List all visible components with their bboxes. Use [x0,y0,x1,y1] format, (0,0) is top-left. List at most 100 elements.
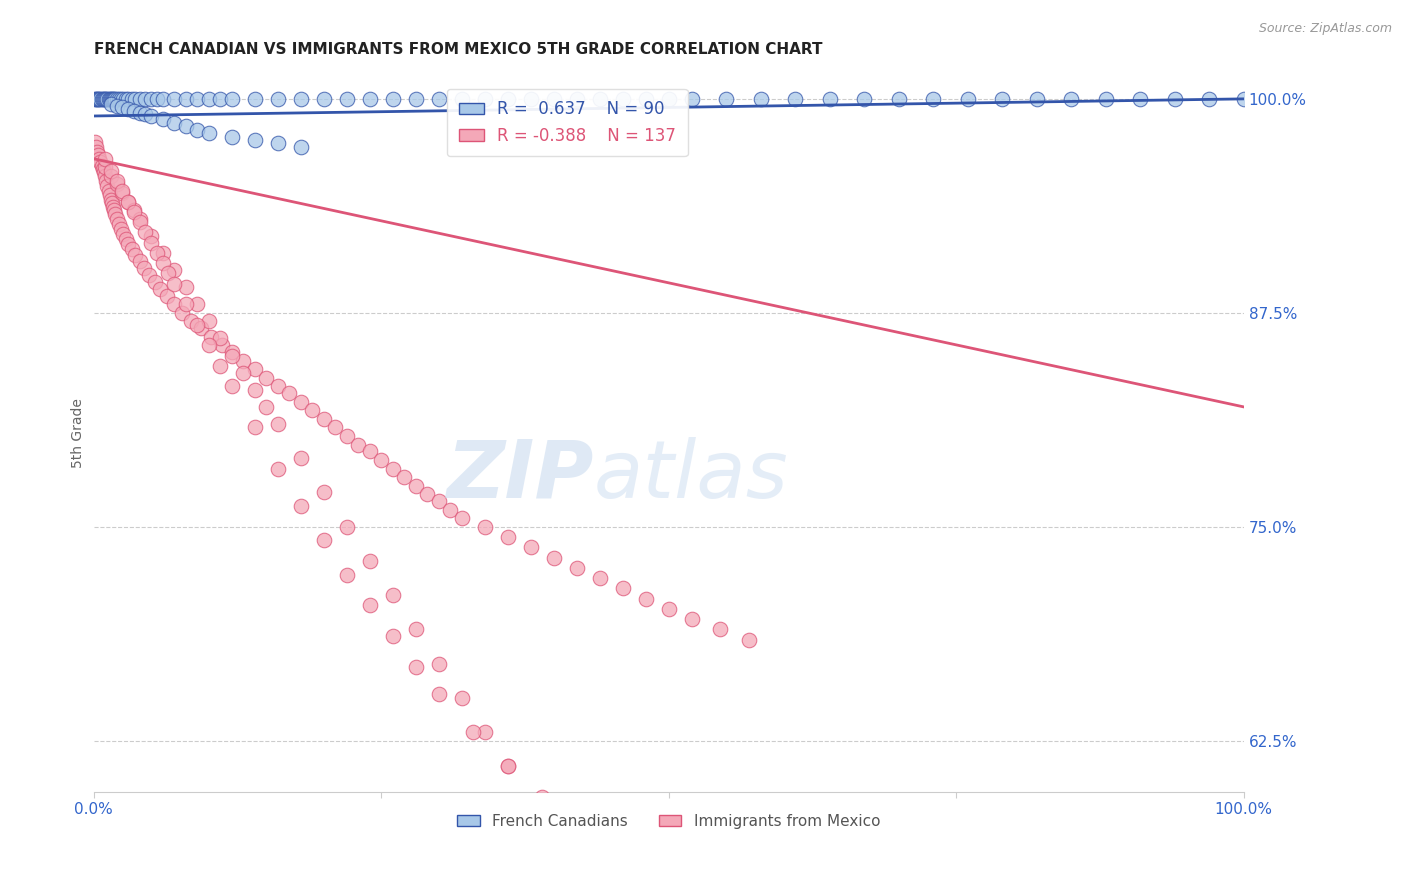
Point [290,499,312,513]
Point [89,92,111,106]
Point [128,211,150,226]
Point [243,362,266,376]
Point [149,282,172,296]
Point [110,92,132,106]
Point [658,92,681,106]
Point [93,92,115,106]
Point [450,511,472,525]
Point [496,92,519,106]
Point [197,314,219,328]
Point [232,353,254,368]
Point [197,92,219,106]
Point [103,203,125,218]
Point [117,92,139,106]
Point [658,602,681,616]
Point [128,215,150,229]
Point [111,100,134,114]
Point [381,92,404,106]
Point [128,105,150,120]
Point [565,817,588,831]
Point [146,246,169,260]
Point [565,561,588,575]
Point [146,92,169,106]
Point [186,318,208,332]
Point [94,92,117,106]
Point [312,533,335,548]
Point [111,186,134,200]
Point [405,660,427,674]
Point [336,519,359,533]
Point [589,571,612,585]
Point [114,92,136,106]
Point [359,444,381,458]
Point [543,550,565,565]
Text: atlas: atlas [593,437,789,515]
Point [117,102,139,116]
Point [117,194,139,209]
Point [163,277,186,291]
Point [87,148,110,162]
Point [108,217,131,231]
Point [139,109,162,123]
Point [108,92,131,106]
Point [128,254,150,268]
Point [427,494,450,508]
Point [94,161,117,175]
Point [101,92,124,106]
Point [163,116,186,130]
Point [121,92,143,106]
Point [681,612,703,626]
Point [174,297,197,311]
Point [86,145,108,159]
Point [474,725,496,739]
Point [143,275,166,289]
Point [290,451,312,466]
Point [100,169,122,183]
Point [96,92,118,106]
Point [105,174,128,188]
Point [543,92,565,106]
Point [266,417,288,431]
Point [101,196,124,211]
Point [576,865,599,880]
Point [1060,92,1083,106]
Point [709,623,731,637]
Point [381,461,404,475]
Point [254,400,277,414]
Point [738,632,761,647]
Point [243,92,266,106]
Point [531,790,554,805]
Point [853,92,876,106]
Text: FRENCH CANADIAN VS IMMIGRANTS FROM MEXICO 5TH GRADE CORRELATION CHART: FRENCH CANADIAN VS IMMIGRANTS FROM MEXIC… [94,42,823,57]
Point [634,92,657,106]
Point [152,92,174,106]
Point [90,159,112,173]
Point [110,222,132,236]
Point [122,204,145,219]
Point [991,92,1014,106]
Point [100,97,122,112]
Point [83,92,105,106]
Point [197,126,219,140]
Legend: French Canadians, Immigrants from Mexico: French Canadians, Immigrants from Mexico [451,807,886,835]
Point [186,297,208,311]
Point [112,227,135,241]
Point [105,178,128,192]
Text: Source: ZipAtlas.com: Source: ZipAtlas.com [1258,22,1392,36]
Point [1233,92,1256,106]
Point [152,112,174,127]
Point [139,228,162,243]
Point [221,349,243,363]
Point [134,261,156,276]
Point [139,235,162,250]
Point [381,588,404,602]
Point [474,92,496,106]
Point [209,359,232,373]
Point [100,163,122,178]
Point [496,759,519,773]
Point [266,461,288,475]
Point [405,478,427,492]
Point [612,582,634,596]
Point [612,92,634,106]
Point [98,92,121,106]
